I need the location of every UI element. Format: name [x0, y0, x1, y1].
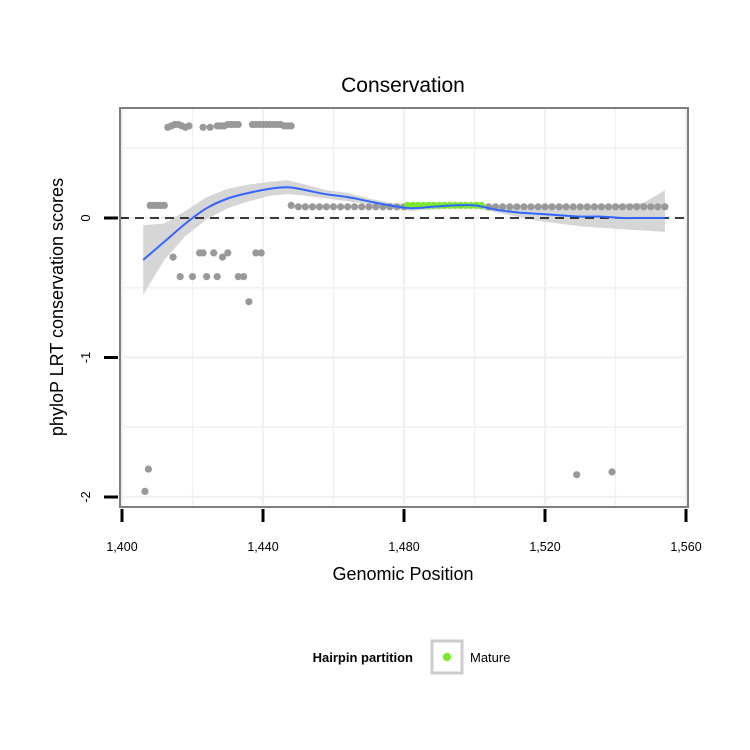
y-tick-label-2: 0	[78, 214, 93, 221]
point-other-53	[294, 203, 302, 211]
point-other-39	[199, 249, 207, 257]
point-other-89	[626, 203, 634, 211]
point-other-50	[573, 471, 581, 479]
legend-key-mature	[442, 652, 452, 662]
point-other-47	[245, 298, 253, 306]
confidence-ribbon	[143, 180, 665, 295]
point-other-64	[372, 203, 380, 211]
point-other-79	[555, 203, 563, 211]
point-other-82	[576, 203, 584, 211]
point-other-85	[597, 203, 606, 211]
smooth-line	[142, 186, 665, 261]
point-other-58	[329, 203, 338, 211]
y-tick-label-1: -1	[78, 352, 93, 364]
point-other-35	[169, 253, 177, 261]
point-other-91	[640, 203, 648, 211]
point-other-71	[499, 203, 507, 211]
point-other-92	[647, 203, 655, 211]
point-other-74	[520, 203, 528, 211]
point-other-90	[633, 203, 641, 211]
point-other-1	[144, 465, 152, 473]
x-axis-title: Genomic Position	[332, 564, 473, 584]
point-other-84	[590, 203, 599, 211]
grid-lines	[120, 108, 688, 507]
point-other-59	[337, 203, 345, 211]
chart-title: Conservation	[341, 74, 465, 97]
point-other-43	[218, 253, 227, 261]
point-other-15	[206, 123, 214, 131]
x-tick-label-1: 1,440	[247, 540, 278, 554]
point-other-42	[213, 273, 221, 281]
point-other-51	[608, 468, 616, 476]
point-other-87	[611, 203, 620, 211]
point-other-48	[252, 249, 260, 257]
legend: Hairpin partition Mature	[313, 639, 510, 675]
point-other-86	[604, 203, 613, 211]
point-other-62	[358, 203, 366, 211]
x-tick-label-0: 1,400	[106, 540, 137, 554]
point-other-49	[257, 249, 265, 257]
point-other-77	[541, 203, 549, 211]
point-other-61	[351, 203, 359, 211]
point-other-0	[141, 487, 149, 495]
x-axis: 1,400 1,440 1,480 1,520 1,560	[106, 509, 702, 554]
point-other-22	[234, 120, 242, 129]
point-other-41	[210, 249, 218, 257]
legend-label-mature: Mature	[470, 650, 510, 665]
y-axis: -2 -1 0	[78, 214, 118, 503]
point-other-63	[365, 203, 373, 211]
point-other-46	[240, 273, 248, 281]
y-tick-label-0: -2	[78, 491, 93, 503]
point-other-80	[562, 203, 570, 211]
smooth-curve	[142, 186, 665, 261]
x-tick-label-3: 1,520	[529, 540, 560, 554]
panel-border	[119, 107, 689, 508]
point-other-40	[203, 273, 211, 281]
x-tick-label-4: 1,560	[670, 540, 701, 554]
point-other-36	[176, 273, 184, 281]
point-other-83	[583, 203, 591, 211]
x-tick-label-2: 1,480	[388, 540, 419, 554]
point-other-37	[188, 273, 197, 281]
point-other-57	[322, 203, 330, 211]
point-other-60	[344, 203, 352, 211]
plot-panel	[119, 107, 689, 508]
point-other-44	[224, 249, 232, 257]
point-other-94	[661, 203, 669, 211]
point-other-72	[506, 203, 514, 211]
point-other-56	[315, 203, 323, 211]
point-other-73	[513, 203, 521, 211]
y-axis-title: phyloP LRT conservation scores	[47, 178, 67, 436]
point-other-14	[199, 123, 207, 131]
point-other-88	[618, 203, 627, 211]
point-other-78	[548, 203, 556, 211]
point-other-75	[527, 203, 535, 211]
point-other-34	[287, 122, 295, 130]
data-points	[141, 120, 669, 495]
point-other-6	[160, 201, 168, 209]
point-other-76	[534, 203, 542, 211]
ribbon-band	[143, 180, 665, 295]
point-other-45	[234, 273, 242, 281]
point-other-93	[654, 203, 662, 211]
point-other-52	[287, 201, 295, 209]
point-other-55	[308, 203, 316, 211]
point-other-13	[185, 122, 193, 130]
legend-title: Hairpin partition	[313, 650, 413, 665]
point-other-54	[301, 203, 309, 211]
point-other-81	[569, 203, 577, 211]
